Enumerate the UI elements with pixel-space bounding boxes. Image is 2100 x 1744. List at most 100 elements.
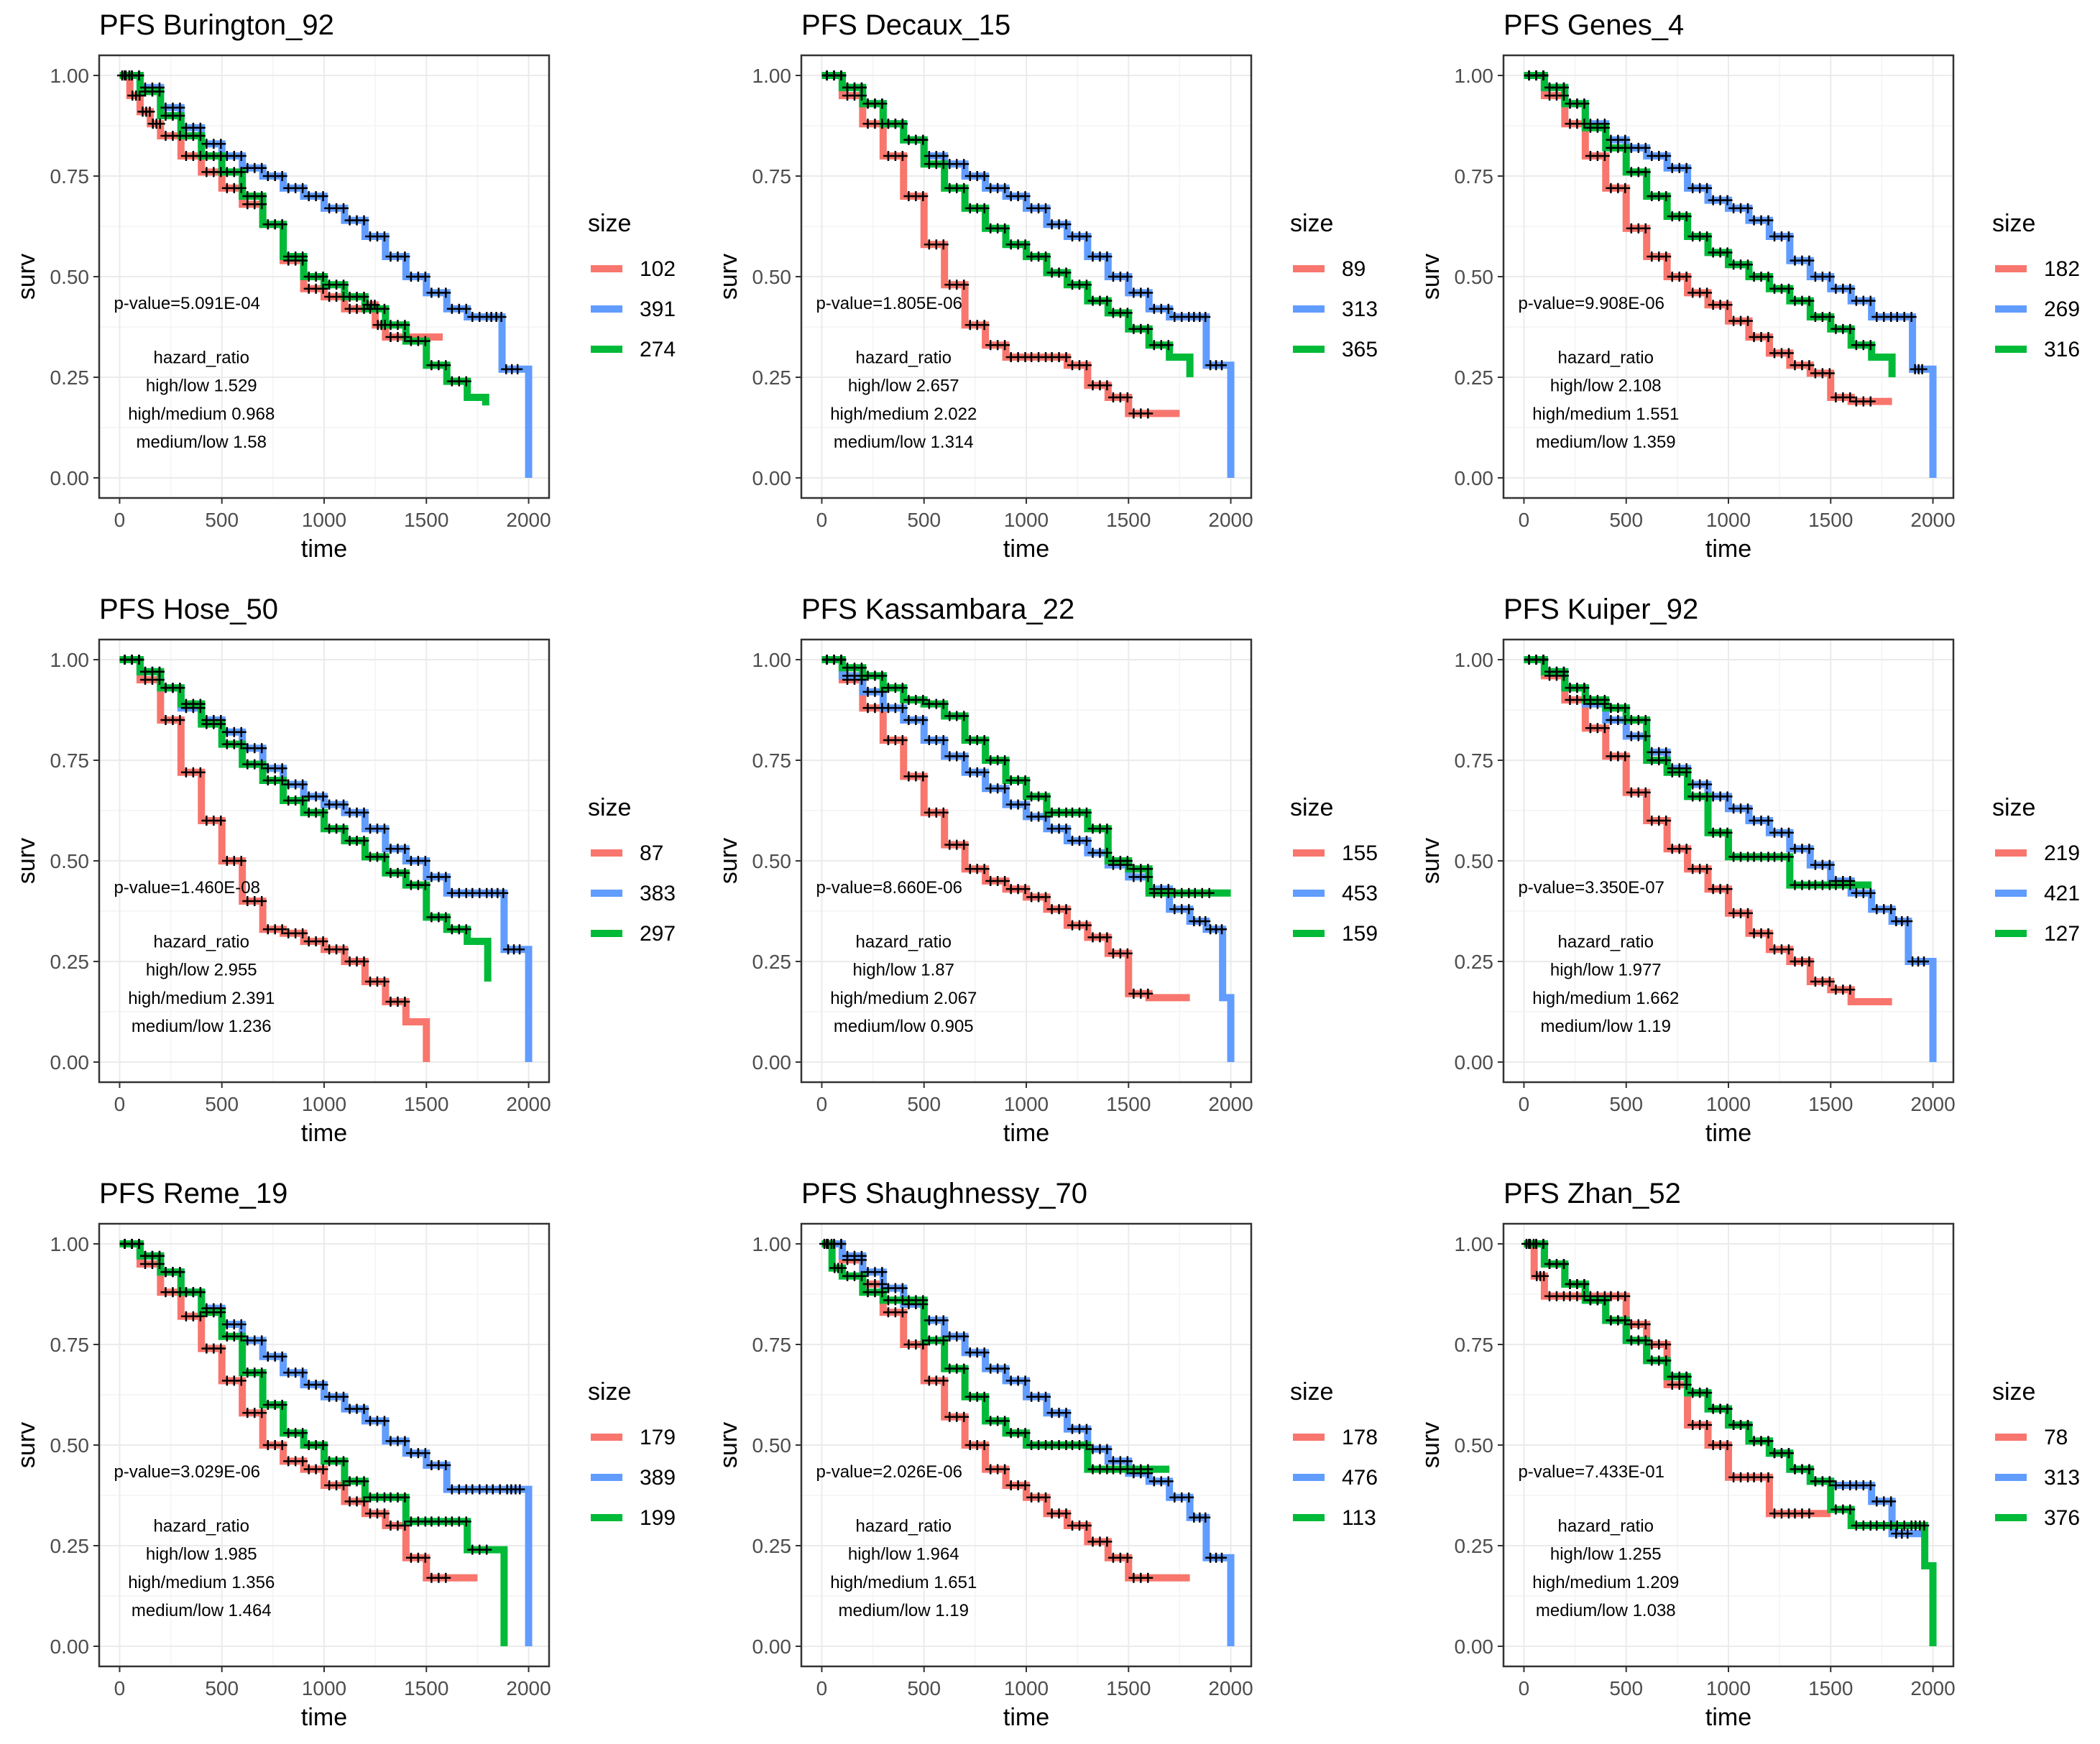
censor-mark (959, 1363, 970, 1374)
censor-mark (1783, 348, 1794, 359)
censor-mark (379, 977, 390, 987)
x-tick-label: 1000 (1004, 509, 1049, 531)
x-axis-label: time (1705, 535, 1751, 563)
chart-title: PFS Zhan_52 (1503, 1178, 1681, 1209)
hazard-ratio-line: high/low 1.87 (853, 961, 954, 980)
censor-mark (1722, 195, 1733, 206)
legend-title: size (588, 1378, 631, 1406)
x-tick-label: 500 (907, 1677, 941, 1699)
legend-title: size (1290, 1378, 1333, 1406)
legend-item: 316 (2044, 338, 2080, 361)
censor-mark (959, 751, 970, 762)
censor-mark (175, 683, 185, 693)
y-tick-label: 0.00 (1455, 1051, 1494, 1074)
censor-mark (400, 332, 410, 342)
censor-mark (1184, 904, 1194, 915)
censor-mark (154, 666, 165, 677)
censor-mark (1000, 755, 1010, 765)
censor-mark (1743, 908, 1754, 918)
x-tick-label: 500 (205, 1093, 239, 1115)
legend-item: 297 (640, 922, 676, 946)
legend-title: size (1992, 210, 2035, 237)
censor-mark (359, 836, 369, 846)
hazard-ratio-line: medium/low 1.314 (834, 433, 974, 452)
x-tick-label: 0 (114, 1677, 126, 1699)
censor-mark (339, 1480, 349, 1490)
censor-mark (216, 1307, 226, 1318)
censor-mark (1722, 884, 1733, 895)
censor-mark (918, 1339, 929, 1349)
hazard-ratio-line: hazard_ratio (856, 1516, 952, 1536)
censor-mark (1845, 283, 1856, 294)
censor-mark (1599, 1295, 1610, 1306)
hazard-ratio-line: high/medium 2.022 (830, 405, 977, 424)
y-tick-label: 1.00 (1455, 65, 1494, 87)
hazard-ratio-line: high/low 2.657 (848, 377, 959, 396)
censor-mark (959, 159, 970, 170)
censor-mark (1845, 984, 1856, 995)
censor-mark (1763, 332, 1774, 342)
y-tick-label: 0.50 (752, 1434, 792, 1457)
hazard-ratio-line: high/low 1.977 (1550, 961, 1662, 980)
censor-mark (1217, 360, 1228, 371)
x-tick-label: 1500 (1106, 509, 1151, 531)
censor-mark (959, 280, 970, 290)
censor-mark (1041, 892, 1051, 903)
y-tick-label: 1.00 (50, 649, 90, 671)
censor-mark (1681, 211, 1692, 221)
hazard-ratio-line: high/low 1.985 (146, 1545, 257, 1564)
censor-mark (1661, 816, 1672, 826)
censor-mark (461, 376, 471, 387)
y-tick-label: 0.00 (752, 467, 792, 489)
censor-mark (1217, 1552, 1228, 1563)
censor-mark (277, 1440, 287, 1450)
censor-mark (1845, 323, 1856, 334)
censor-mark (979, 171, 990, 181)
censor-mark (339, 1456, 349, 1467)
censor-mark (918, 715, 929, 725)
censor-mark (897, 119, 908, 129)
y-tick-label: 0.50 (752, 850, 792, 872)
legend-item: 178 (1342, 1426, 1378, 1449)
survival-curve-297 (119, 656, 492, 982)
censor-mark (1620, 1291, 1631, 1301)
censor-mark (1163, 1476, 1174, 1487)
censor-mark (257, 759, 267, 770)
censor-mark (379, 852, 390, 862)
censor-mark (298, 252, 308, 262)
censor-mark (979, 1347, 990, 1358)
x-tick-label: 0 (1519, 1093, 1530, 1115)
censor-mark (1081, 836, 1092, 846)
censor-mark (1041, 791, 1051, 802)
censor-mark (1539, 1270, 1549, 1281)
censor-mark (318, 283, 328, 294)
censor-mark (298, 928, 308, 938)
hazard-ratio-line: medium/low 1.464 (132, 1601, 272, 1620)
censor-mark (1102, 295, 1113, 306)
legend-item: 102 (640, 257, 676, 281)
legend-item: 274 (640, 338, 676, 361)
censor-mark (1702, 183, 1713, 193)
censor-mark (461, 303, 471, 314)
censor-mark (1102, 847, 1113, 858)
chart-title: PFS Hose_50 (99, 594, 278, 625)
censor-mark (1579, 1279, 1590, 1289)
censor-mark (1783, 231, 1794, 241)
chart-panel-6: PFS Kuiper_92 p-value=3.350E-07 hazard_rat… (1417, 594, 2080, 1147)
x-axis-label: time (301, 1120, 347, 1147)
censor-mark (897, 1307, 908, 1318)
censor-mark (277, 1400, 287, 1410)
y-tick-label: 0.75 (1455, 165, 1494, 188)
censor-mark (216, 139, 226, 149)
censor-mark (298, 795, 308, 806)
censor-mark (979, 320, 990, 331)
censor-mark (482, 1544, 492, 1555)
censor-mark (359, 1403, 369, 1414)
censor-mark (216, 1343, 226, 1354)
chart-title: PFS Kassambara_22 (801, 594, 1074, 625)
censor-mark (979, 735, 990, 745)
y-tick-label: 0.00 (50, 1635, 90, 1658)
censor-mark (1061, 267, 1072, 278)
x-tick-label: 2000 (1910, 1677, 1955, 1699)
